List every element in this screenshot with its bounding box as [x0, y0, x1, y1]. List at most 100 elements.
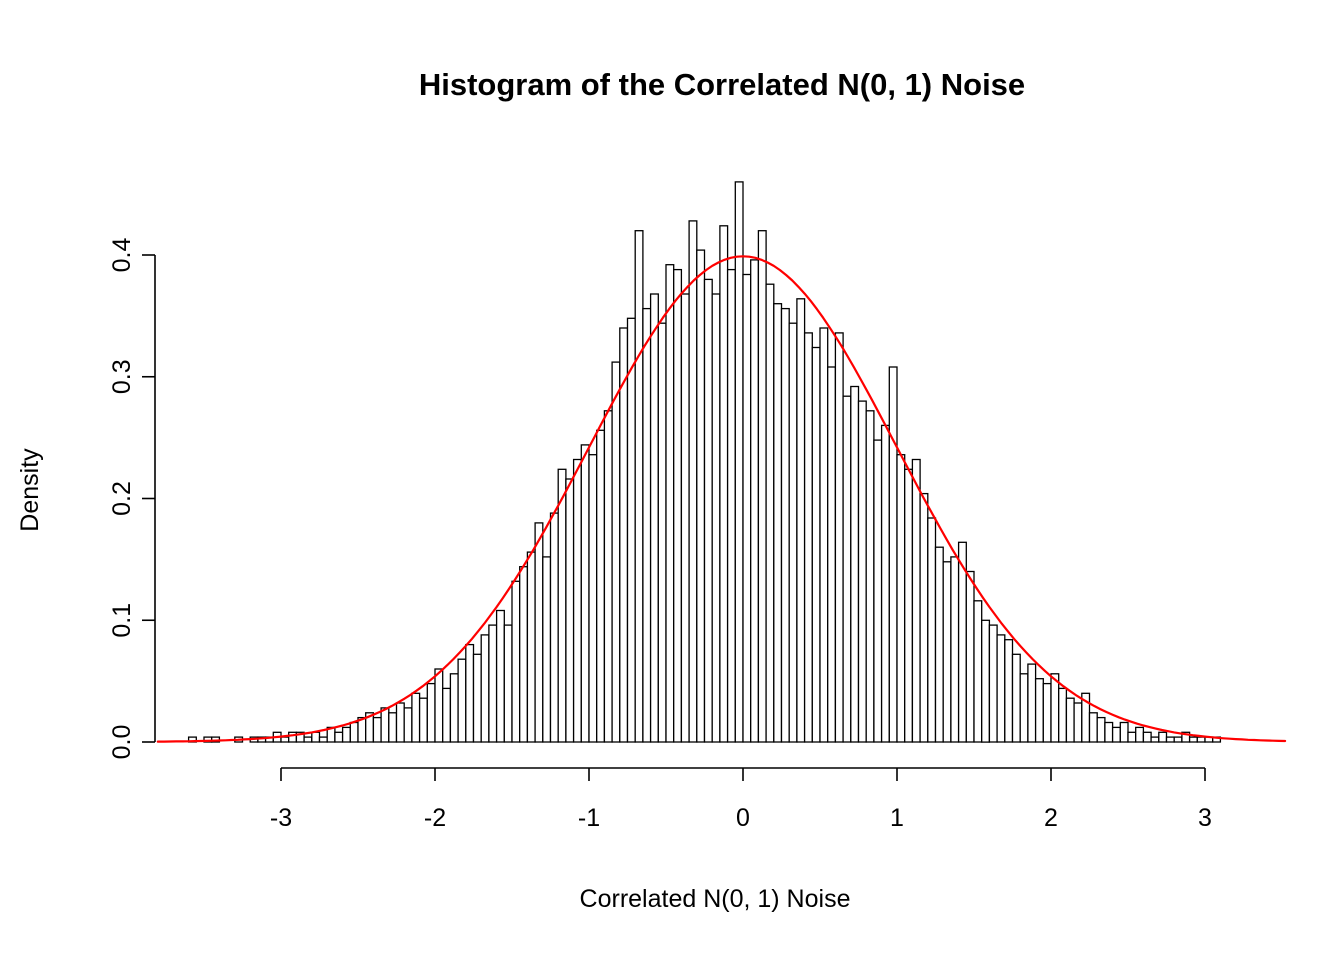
histogram-bar: [588, 454, 598, 743]
histogram-bar: [665, 264, 675, 743]
histogram-bar: [750, 259, 760, 743]
histogram-bar: [1158, 731, 1168, 743]
histogram-bar: [565, 478, 575, 743]
histogram-bar: [934, 546, 944, 743]
histogram-bar: [780, 307, 790, 743]
histogram-bar: [603, 410, 613, 743]
histogram-bar: [1150, 736, 1160, 743]
y-tick-label: 0.1: [108, 603, 136, 638]
histogram-bar: [1173, 736, 1183, 743]
histogram-bar: [311, 731, 321, 743]
histogram-bar: [288, 731, 298, 743]
histogram-bar: [981, 619, 991, 743]
histogram-bar: [773, 303, 783, 743]
histogram-bar: [488, 624, 498, 743]
histogram-bar: [1096, 716, 1106, 743]
y-tick-label: 0.3: [108, 359, 136, 394]
histogram-bar: [803, 332, 813, 743]
x-tick-label: 0: [736, 804, 750, 832]
histogram-bar: [403, 707, 413, 743]
histogram-bar: [827, 366, 837, 743]
x-tick-label: 2: [1044, 804, 1058, 832]
y-tick-label: 0.4: [108, 238, 136, 273]
histogram-bar: [911, 458, 921, 743]
histogram-bar: [942, 561, 952, 743]
normal-density-curve: [156, 255, 1287, 743]
histogram-bar: [1027, 663, 1037, 743]
histogram-bar: [626, 317, 636, 743]
histogram-bar: [1088, 712, 1098, 743]
y-tick-label: 0.0: [108, 725, 136, 760]
histogram-bar: [904, 468, 914, 743]
histogram-bar: [657, 322, 667, 743]
histogram-bar: [649, 293, 659, 743]
histogram-bar: [1111, 726, 1121, 743]
histogram-bar: [534, 522, 544, 743]
histogram-bar: [757, 230, 767, 743]
histogram-bar: [480, 634, 490, 743]
y-axis-label: Density: [16, 448, 44, 532]
histogram-bar: [919, 492, 929, 743]
histogram-bar: [873, 439, 883, 743]
histogram-bar: [973, 600, 983, 743]
histogram-bar: [634, 230, 644, 743]
histogram-bar: [549, 512, 559, 743]
histogram-bar: [511, 580, 521, 743]
histogram-bar: [611, 361, 621, 743]
histogram-bar: [834, 332, 844, 743]
histogram-bar: [1142, 731, 1152, 743]
histogram-bar: [950, 556, 960, 743]
histogram-bar: [688, 220, 698, 743]
histogram-bar: [580, 444, 590, 743]
histogram-bar: [842, 395, 852, 743]
histogram-bar: [726, 268, 736, 743]
histogram-bar: [796, 298, 806, 743]
histogram-bar: [1188, 736, 1198, 743]
histogram-bar: [572, 458, 582, 743]
histogram-bar: [1042, 682, 1052, 743]
histogram-bar: [857, 400, 867, 743]
histogram-bar: [996, 634, 1006, 743]
histogram-bar: [1034, 678, 1044, 743]
histogram-bar: [819, 327, 829, 743]
x-tick-label: -1: [578, 804, 600, 832]
histogram-bar: [965, 570, 975, 743]
histogram-bar: [395, 702, 405, 743]
histogram-bar: [711, 293, 721, 743]
histogram-bar: [811, 346, 821, 743]
histogram-bar: [349, 721, 359, 743]
histogram-bar: [896, 454, 906, 743]
histogram-bar: [334, 731, 344, 743]
x-tick-label: -2: [424, 804, 446, 832]
histogram-bar: [542, 556, 552, 743]
histogram-bar: [742, 273, 752, 743]
histogram-bar: [318, 736, 328, 743]
histogram-bar: [418, 697, 428, 743]
histogram-bar: [1019, 673, 1029, 743]
histogram-bar: [442, 687, 452, 743]
histogram-bar: [472, 653, 482, 743]
histogram-bar: [341, 726, 351, 743]
histogram-bar: [1196, 736, 1206, 743]
histogram-bar: [457, 658, 467, 743]
histogram-bar: [788, 322, 798, 743]
histogram-bar: [1135, 726, 1145, 743]
histogram-bar: [1104, 721, 1114, 743]
histogram-bar: [734, 181, 744, 743]
histogram-bar: [557, 468, 567, 743]
chart-title: Histogram of the Correlated N(0, 1) Nois…: [419, 67, 1025, 102]
histogram-bar: [865, 410, 875, 743]
histogram-bar: [927, 517, 937, 743]
histogram-bar: [619, 327, 629, 743]
histogram-bar: [850, 385, 860, 743]
histogram-bar: [1004, 639, 1014, 743]
x-axis-label: Correlated N(0, 1) Noise: [580, 885, 851, 913]
histogram-bar: [303, 736, 313, 743]
histogram-bar: [280, 736, 290, 743]
histogram-bar: [526, 551, 536, 743]
histogram-bar: [1073, 702, 1083, 743]
histogram-bar: [696, 249, 706, 743]
histogram-bar: [1050, 673, 1060, 743]
histogram-bar: [388, 712, 398, 743]
histogram-bar: [426, 682, 436, 743]
